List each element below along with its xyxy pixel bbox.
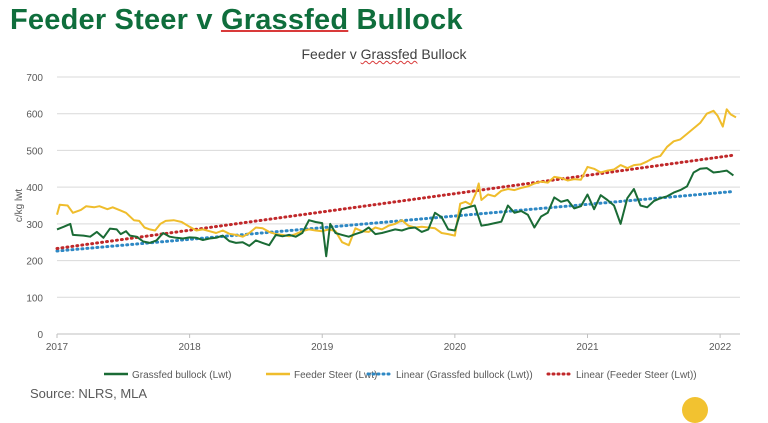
source-note: Source: NLRS, MLA: [30, 386, 148, 401]
y-tick-label: 200: [26, 257, 43, 268]
x-tick-label: 2018: [178, 342, 201, 353]
x-tick-label: 2017: [46, 342, 69, 353]
chart-title-part-3: Bullock: [417, 46, 467, 62]
series-line-grassfed_trend: [55, 190, 735, 253]
page-headline: Feeder Steer v Grassfed Bullock: [10, 4, 463, 37]
y-tick-label: 300: [26, 220, 43, 231]
headline-part-1: Feeder Steer v: [10, 4, 221, 36]
headline-part-2: Grassfed: [220, 4, 349, 36]
legend-label-feeder: Feeder Steer (Lwt): [294, 370, 377, 381]
x-tick-label: 2019: [311, 342, 334, 353]
y-axis-label: c/kg lwt: [14, 189, 25, 223]
series-line-feeder_trend: [55, 153, 735, 250]
legend-label-grassfed_trend: Linear (Grassfed bullock (Lwt)): [396, 370, 533, 381]
line-chart: 0 100 200 300 400 500 600 700 2017 2018 2019 2020 20…: [14, 73, 740, 381]
y-tick-label: 600: [26, 110, 43, 121]
headline-part-3: Bullock: [348, 4, 463, 36]
y-tick-label: 400: [26, 183, 43, 194]
x-tick-label: 2020: [444, 342, 467, 353]
legend-label-feeder_trend: Linear (Feeder Steer (Lwt)): [576, 370, 697, 381]
series-line-grassfed: [56, 167, 734, 258]
x-tick-label: 2021: [576, 342, 599, 353]
chart-title-part-2: Grassfed: [360, 46, 418, 62]
legend-label-grassfed: Grassfed bullock (Lwt): [132, 370, 231, 381]
series-line-feeder: [56, 108, 737, 247]
y-tick-label: 100: [26, 293, 43, 304]
y-tick-label: 500: [26, 146, 43, 157]
chart-title: Feeder v Grassfed Bullock: [0, 46, 768, 62]
x-tick-label: 2022: [709, 342, 732, 353]
y-tick-label: 0: [37, 330, 43, 341]
chart-title-part-1: Feeder v: [301, 46, 361, 62]
corner-decoration: [682, 397, 708, 423]
y-tick-label: 700: [26, 73, 43, 84]
